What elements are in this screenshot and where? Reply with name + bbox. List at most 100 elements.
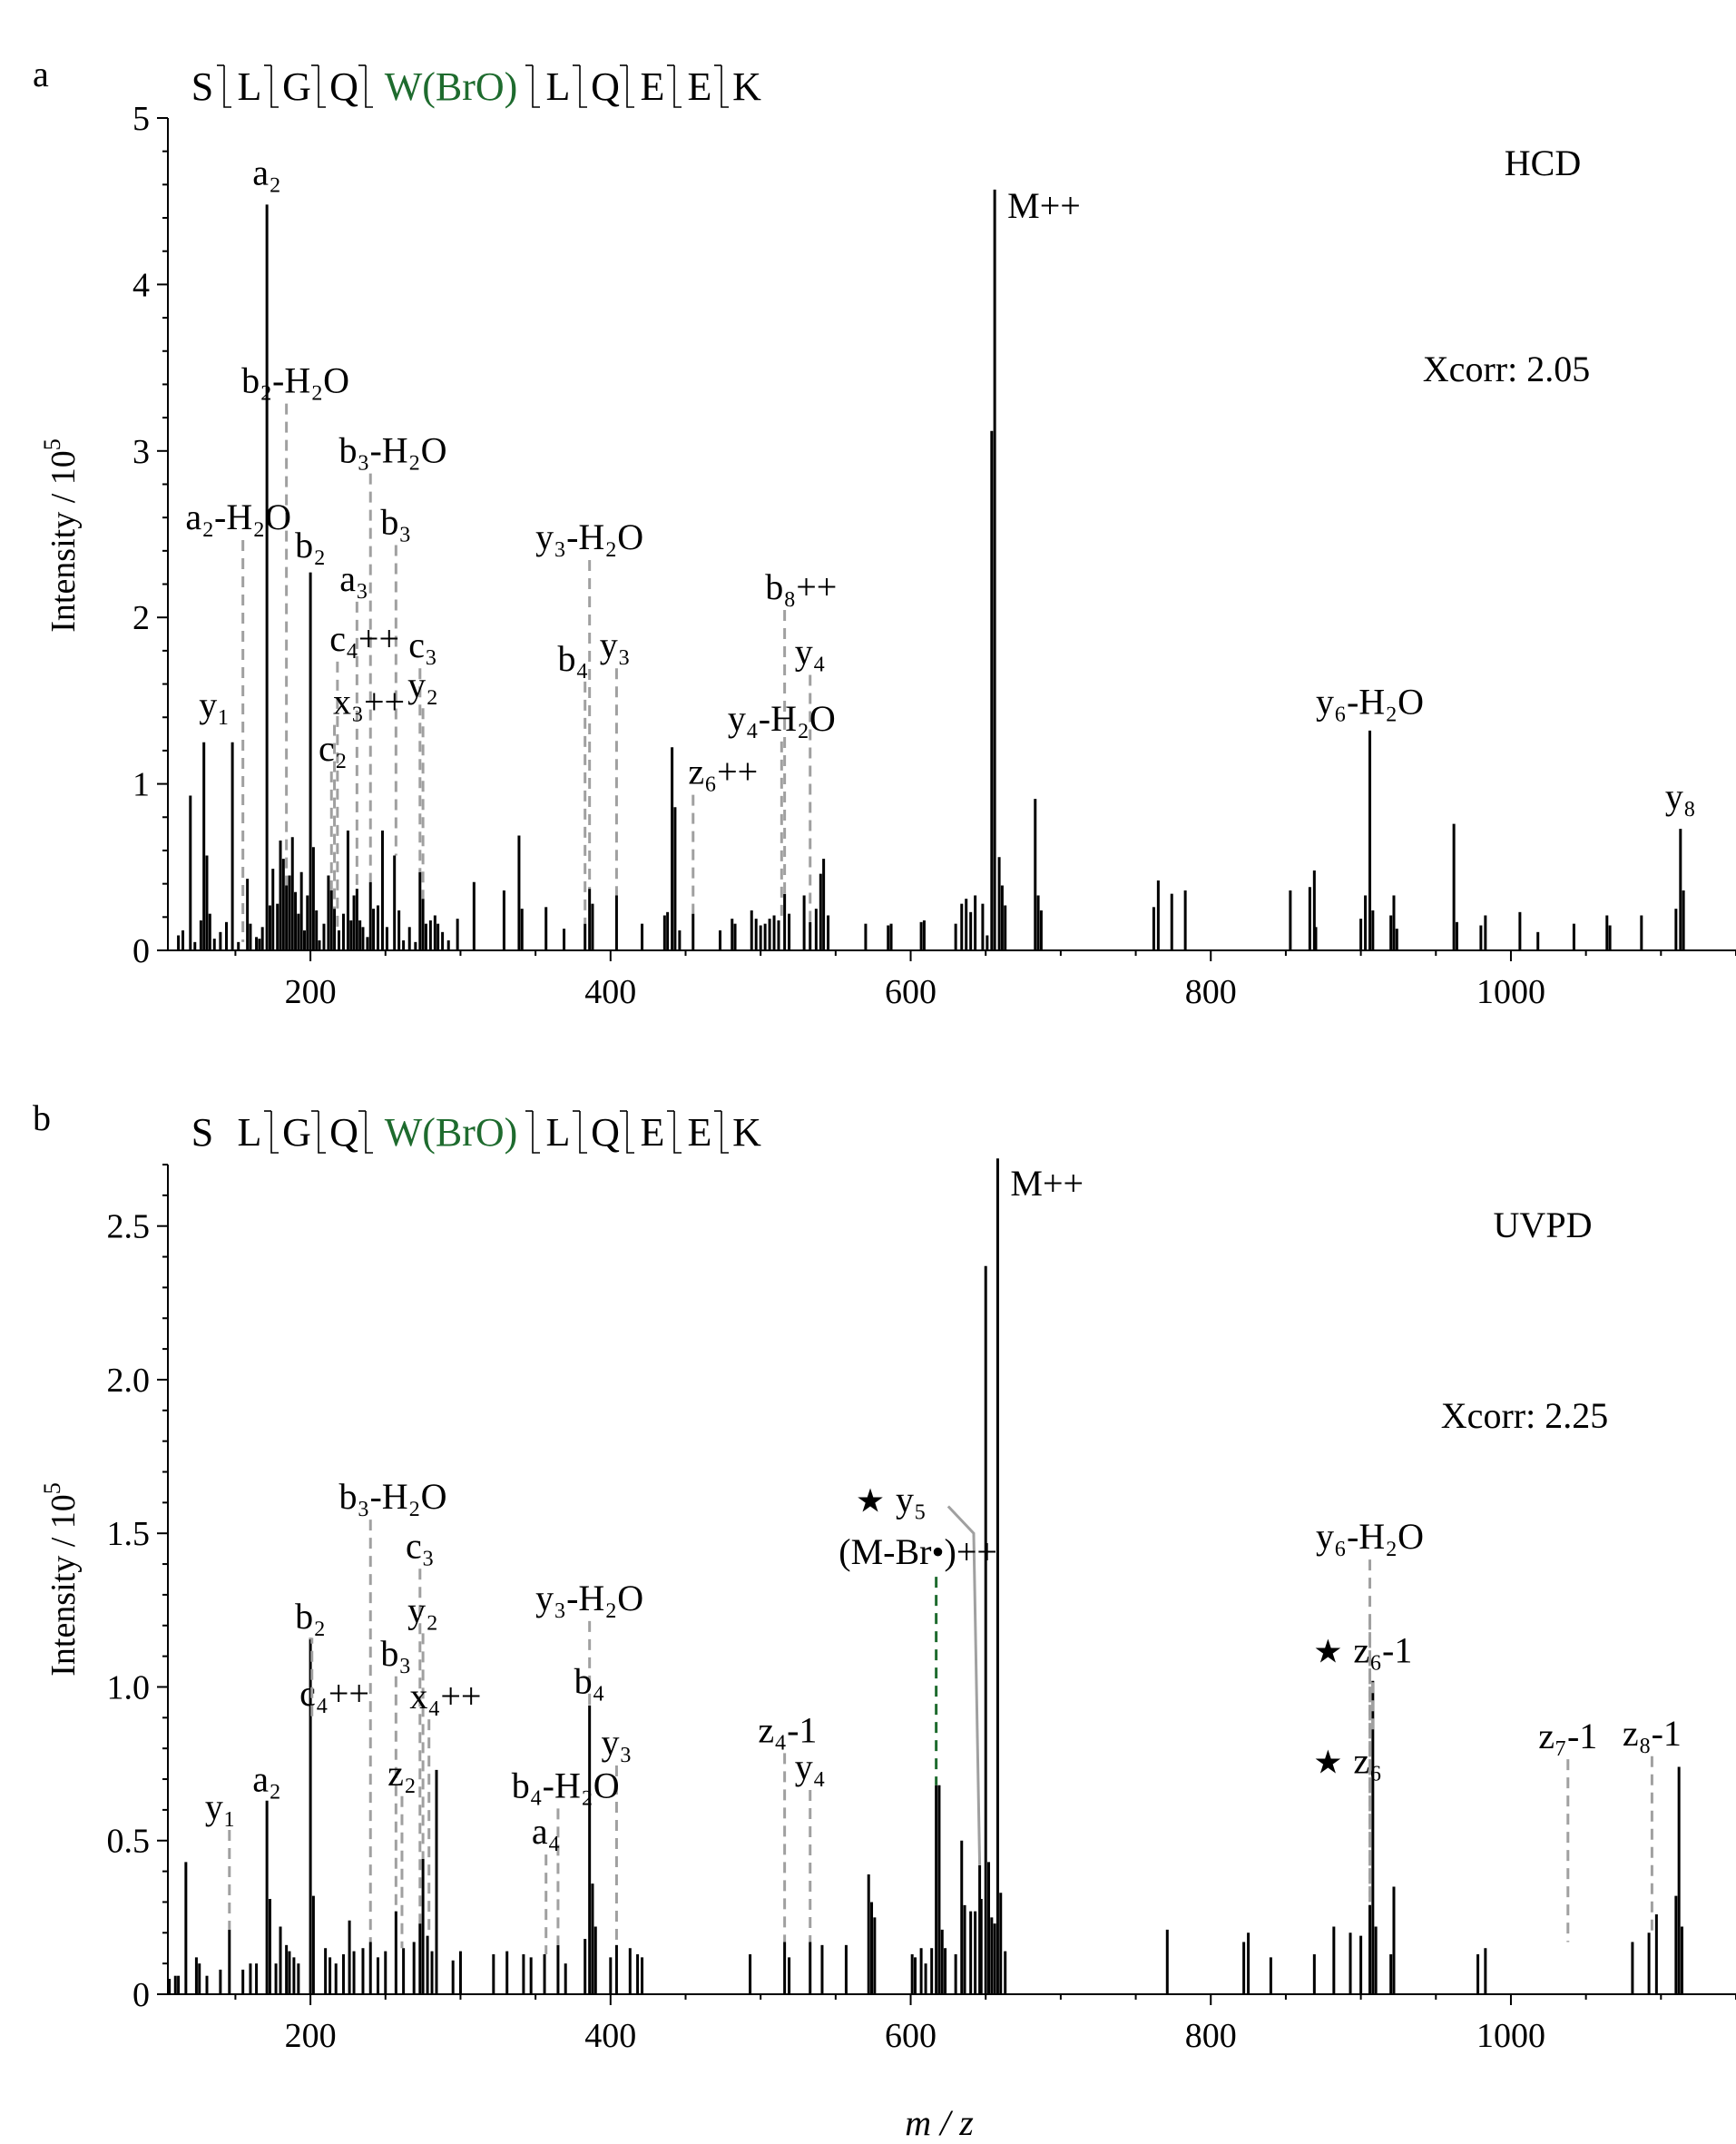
cleavage-bracket — [532, 65, 540, 108]
peak-label: y₃ — [601, 1722, 632, 1763]
star-peak-label: y₅ — [896, 1480, 927, 1520]
sequence-residue: L — [546, 1110, 571, 1155]
peak-label: b₈++ — [765, 566, 837, 607]
sequence-residue: K — [732, 64, 761, 109]
cleavage-bracket — [318, 1111, 326, 1154]
peak-label: c₄++ — [299, 1673, 369, 1714]
cleavage-bracket — [673, 1111, 682, 1154]
peak-label: b₃ — [380, 1633, 411, 1674]
panel-letter: b — [33, 1097, 51, 1138]
peak-label: a₄ — [532, 1811, 561, 1852]
cleavage-bracket — [721, 1111, 729, 1154]
y-tick-label: 3 — [132, 433, 150, 471]
sequence-residue: L — [238, 64, 262, 109]
y-tick-label: 1.0 — [107, 1668, 151, 1706]
peak-label: y₈ — [1665, 776, 1696, 817]
peak-label: b₂ — [295, 1596, 326, 1637]
peak-label: y₄ — [795, 632, 826, 673]
peak-label: y₁ — [205, 1786, 236, 1827]
peak-label: y₁ — [199, 684, 230, 725]
x-tick-label: 400 — [584, 2017, 636, 2055]
peak-label: z₇-1 — [1538, 1716, 1597, 1756]
peak-label: b₃-H₂O — [339, 1476, 447, 1517]
star-icon: ★ — [1313, 1744, 1342, 1780]
cleavage-bracket — [626, 65, 634, 108]
cleavage-bracket — [270, 1111, 279, 1154]
peak-label: c₃ — [408, 625, 437, 665]
sequence-residue: E — [641, 64, 665, 109]
sequence-residue: S — [191, 1110, 213, 1155]
xcorr-label: Xcorr: 2.25 — [1441, 1395, 1608, 1436]
peak-label: c₃ — [406, 1525, 435, 1566]
cleavage-bracket — [365, 65, 373, 108]
sequence-residue: Q — [329, 64, 358, 109]
y-tick-label: 5 — [132, 100, 150, 138]
y-tick-label: 0 — [132, 1976, 150, 2014]
y-axis-label: Intensity / 105 — [39, 438, 83, 633]
method-label: HCD — [1505, 143, 1581, 183]
x-axis-label: m / z — [905, 2102, 974, 2143]
y-axis-label-exponent: 5 — [39, 438, 65, 450]
green-peak-label: (M-Br•)++ — [839, 1531, 997, 1572]
cleavage-bracket — [721, 65, 729, 108]
cleavage-bracket — [626, 1111, 634, 1154]
peak-label: b₃ — [380, 502, 411, 543]
peak-label: a₃ — [339, 558, 368, 599]
sequence-residue: Q — [591, 64, 620, 109]
peak-label: y₃-H₂O — [535, 1578, 643, 1618]
method-label: UVPD — [1494, 1205, 1593, 1245]
peak-label: z₈-1 — [1623, 1713, 1682, 1754]
xcorr-label: Xcorr: 2.05 — [1423, 349, 1590, 389]
x-tick-label: 1000 — [1476, 2017, 1545, 2055]
sequence-residue: Q — [329, 1110, 358, 1155]
sequence-residue: Q — [591, 1110, 620, 1155]
cleavage-bracket — [579, 1111, 587, 1154]
cleavage-bracket — [270, 65, 279, 108]
x-tick-label: 200 — [285, 973, 337, 1011]
peak-label: b₄ — [557, 638, 588, 679]
sequence-residue: L — [546, 64, 571, 109]
panel-a-hcd-spectrum: 0 1 2 3 4 5 200 400 600 800 1000 Intensity / 105 a HC… — [33, 54, 1736, 1011]
sequence-residue: G — [282, 64, 311, 109]
peak-label: y₂ — [407, 1589, 438, 1630]
sequence-residue: S — [191, 64, 213, 109]
star-icon: ★ — [1313, 1633, 1342, 1669]
peak-label: x₃++ — [333, 682, 405, 723]
peak-label: b₂ — [295, 525, 326, 566]
peak-label: x₄++ — [409, 1676, 481, 1716]
cleavage-bracket — [532, 1111, 540, 1154]
panel-b-uvpd-spectrum: 0 0.5 1.0 1.5 2.0 2.5 200 400 600 800 1000 Intensit… — [33, 1097, 1736, 2055]
peak-label: a₂ — [252, 152, 281, 192]
star-peak-label: z₆-1 — [1353, 1629, 1412, 1670]
x-tick-label: 400 — [584, 973, 636, 1011]
star-icon: ★ — [856, 1483, 885, 1519]
peak-label: y₃-H₂O — [535, 516, 643, 557]
sequence-residue: K — [732, 1110, 761, 1155]
star-peak-label: z₆ — [1353, 1740, 1382, 1781]
peak-label: a₂-H₂O — [185, 497, 291, 537]
y-axis-label-exponent: 5 — [39, 1482, 65, 1494]
peak-label: y₄-H₂O — [728, 698, 836, 739]
peak-label: z₂ — [387, 1753, 417, 1794]
x-tick-label: 1000 — [1476, 973, 1545, 1011]
cleavage-bracket — [579, 65, 587, 108]
peak-label: b₃-H₂O — [339, 430, 447, 471]
peak-label: y₂ — [407, 664, 438, 705]
cleavage-bracket — [673, 65, 682, 108]
y-tick-label: 0.5 — [107, 1823, 151, 1861]
peak-label: y₃ — [600, 625, 631, 665]
peak-label: b₄ — [574, 1660, 605, 1701]
peak-label: c₄++ — [329, 618, 399, 659]
peak-label: a₂ — [252, 1759, 281, 1800]
y-tick-label: 2.0 — [107, 1362, 151, 1400]
sequence-residue: W(BrO) — [385, 1110, 518, 1155]
x-tick-label: 600 — [885, 2017, 937, 2055]
y-axis-label: Intensity / 105 — [39, 1482, 83, 1677]
sequence-residue: G — [282, 1110, 311, 1155]
cleavage-bracket — [318, 65, 326, 108]
x-tick-label: 600 — [885, 973, 937, 1011]
x-tick-label: 800 — [1185, 973, 1237, 1011]
peak-label: y₆-H₂O — [1316, 1516, 1424, 1557]
sequence-residue: L — [238, 1110, 262, 1155]
